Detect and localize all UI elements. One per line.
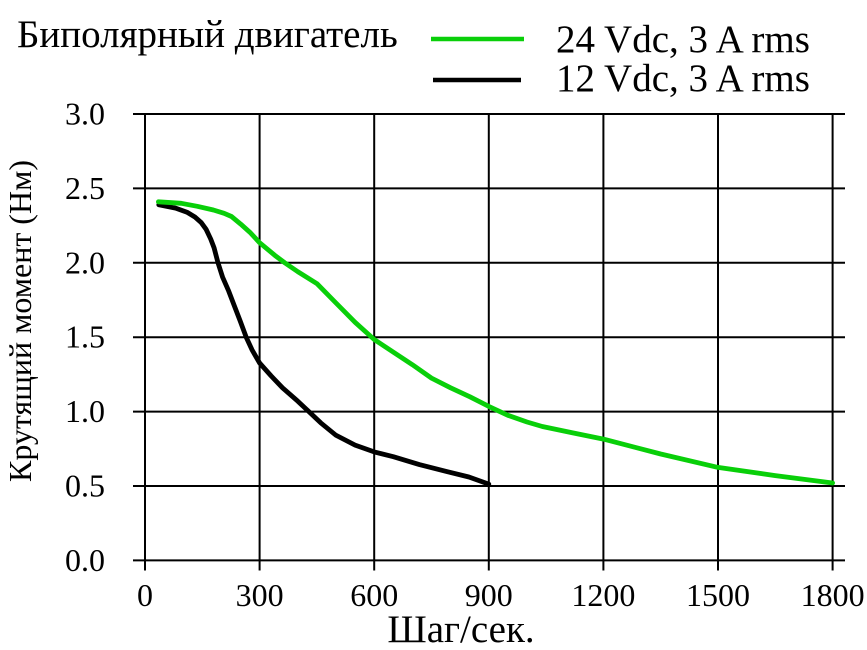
svg-text:1.5: 1.5 xyxy=(65,319,105,355)
svg-text:0.5: 0.5 xyxy=(65,468,105,504)
svg-text:Шаг/сек.: Шаг/сек. xyxy=(387,608,534,650)
svg-text:Биполярный двигатель: Биполярный двигатель xyxy=(17,13,398,56)
svg-text:1500: 1500 xyxy=(686,577,750,613)
svg-text:1.0: 1.0 xyxy=(65,393,105,429)
svg-text:12 Vdc, 3 A rms: 12 Vdc, 3 A rms xyxy=(556,57,810,100)
svg-text:0.0: 0.0 xyxy=(65,542,105,578)
svg-text:3.0: 3.0 xyxy=(65,96,105,132)
svg-text:2.0: 2.0 xyxy=(65,244,105,280)
svg-text:600: 600 xyxy=(350,577,398,613)
svg-text:0: 0 xyxy=(137,577,153,613)
svg-text:1800: 1800 xyxy=(801,577,865,613)
svg-text:24 Vdc, 3 A rms: 24 Vdc, 3 A rms xyxy=(556,18,810,61)
svg-text:2.5: 2.5 xyxy=(65,170,105,206)
svg-text:300: 300 xyxy=(236,577,284,613)
svg-text:Крутящий момент (Нм): Крутящий момент (Нм) xyxy=(2,160,38,482)
svg-text:1200: 1200 xyxy=(571,577,635,613)
svg-text:900: 900 xyxy=(465,577,513,613)
